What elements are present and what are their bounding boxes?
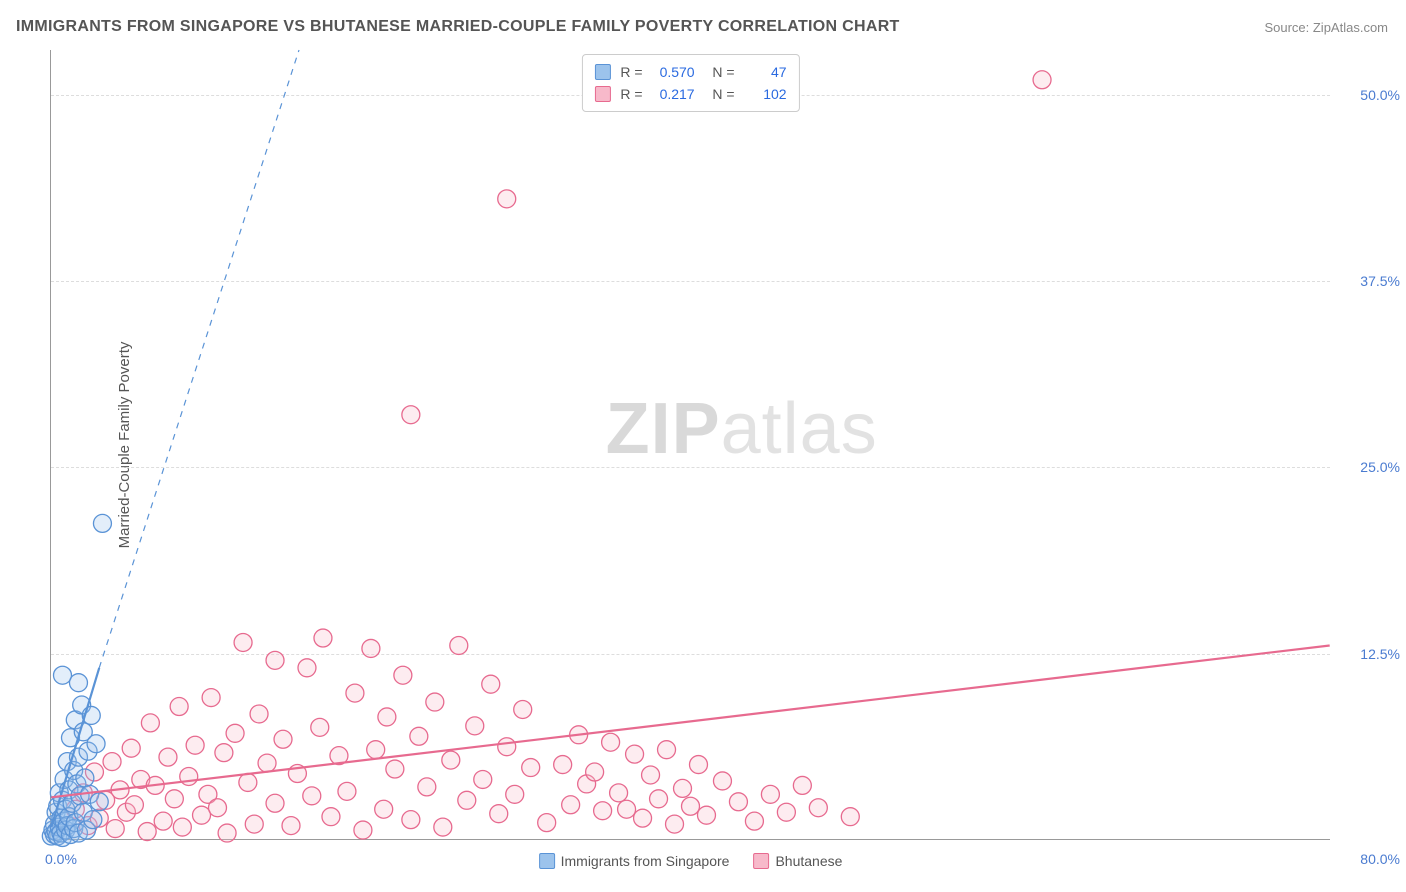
y-tick-label: 12.5% (1340, 646, 1400, 662)
legend-row-bhutanese: R = 0.217 N = 102 (594, 83, 786, 105)
swatch-bhutanese (594, 86, 610, 102)
chart-title: IMMIGRANTS FROM SINGAPORE VS BHUTANESE M… (16, 18, 900, 36)
r-label: R = (620, 83, 642, 105)
r-value-bhutanese: 0.217 (649, 83, 695, 105)
n-value-bhutanese: 102 (741, 83, 787, 105)
x-tick-max: 80.0% (1360, 851, 1400, 867)
y-tick-label: 50.0% (1340, 87, 1400, 103)
swatch-bhutanese-bottom (753, 853, 769, 869)
series-legend: Immigrants from Singapore Bhutanese (539, 853, 843, 869)
source-attribution: Source: ZipAtlas.com (1264, 20, 1388, 35)
correlation-legend: R = 0.570 N = 47 R = 0.217 N = 102 (581, 54, 799, 112)
r-value-singapore: 0.570 (649, 61, 695, 83)
legend-item-bhutanese: Bhutanese (753, 853, 842, 869)
swatch-singapore (594, 64, 610, 80)
legend-label-bhutanese: Bhutanese (775, 853, 842, 869)
legend-row-singapore: R = 0.570 N = 47 (594, 61, 786, 83)
legend-item-singapore: Immigrants from Singapore (539, 853, 730, 869)
legend-label-singapore: Immigrants from Singapore (561, 853, 730, 869)
y-tick-label: 25.0% (1340, 459, 1400, 475)
n-label: N = (705, 61, 735, 83)
swatch-singapore-bottom (539, 853, 555, 869)
y-tick-label: 37.5% (1340, 273, 1400, 289)
x-tick-0: 0.0% (45, 851, 77, 867)
scatter-plot-svg (51, 50, 1330, 839)
n-label: N = (705, 83, 735, 105)
r-label: R = (620, 61, 642, 83)
n-value-singapore: 47 (741, 61, 787, 83)
chart-area: Married-Couple Family Poverty ZIPatlas R… (50, 50, 1330, 840)
